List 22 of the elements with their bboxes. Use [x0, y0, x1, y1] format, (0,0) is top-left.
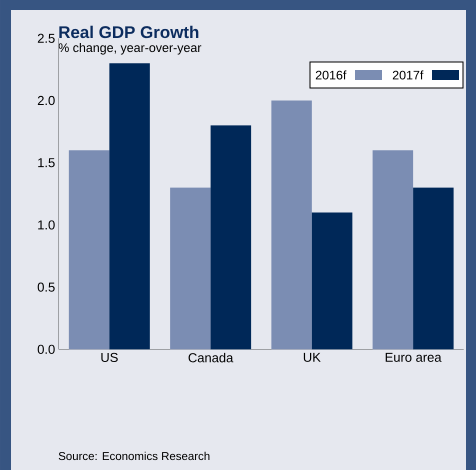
x-tick-label: UK	[304, 352, 321, 362]
source-note: Source: Economics Research	[58, 452, 210, 460]
bar	[372, 150, 414, 350]
legend-label: 2016f	[316, 70, 346, 80]
chart-title: Real GDP Growth	[59, 26, 198, 38]
bar	[68, 150, 110, 350]
x-tick-label: Euro area	[386, 352, 442, 362]
y-tick-label: 2.5	[38, 34, 55, 43]
bar	[170, 188, 211, 350]
legend-label: 2017f	[392, 70, 424, 80]
x-tick-label: US	[101, 352, 118, 362]
y-tick-label: 2.0	[38, 96, 55, 106]
x-tick-label: Canada	[188, 352, 234, 362]
y-tick-label: 0.5	[38, 282, 55, 292]
y-tick-label: 1.0	[38, 220, 55, 230]
bar	[413, 188, 454, 350]
bar	[271, 100, 312, 350]
bar	[312, 212, 352, 350]
y-tick-label: 0.0	[38, 344, 55, 354]
bar	[109, 63, 150, 350]
bar	[210, 125, 252, 350]
y-tick-label: 1.5	[38, 158, 55, 168]
